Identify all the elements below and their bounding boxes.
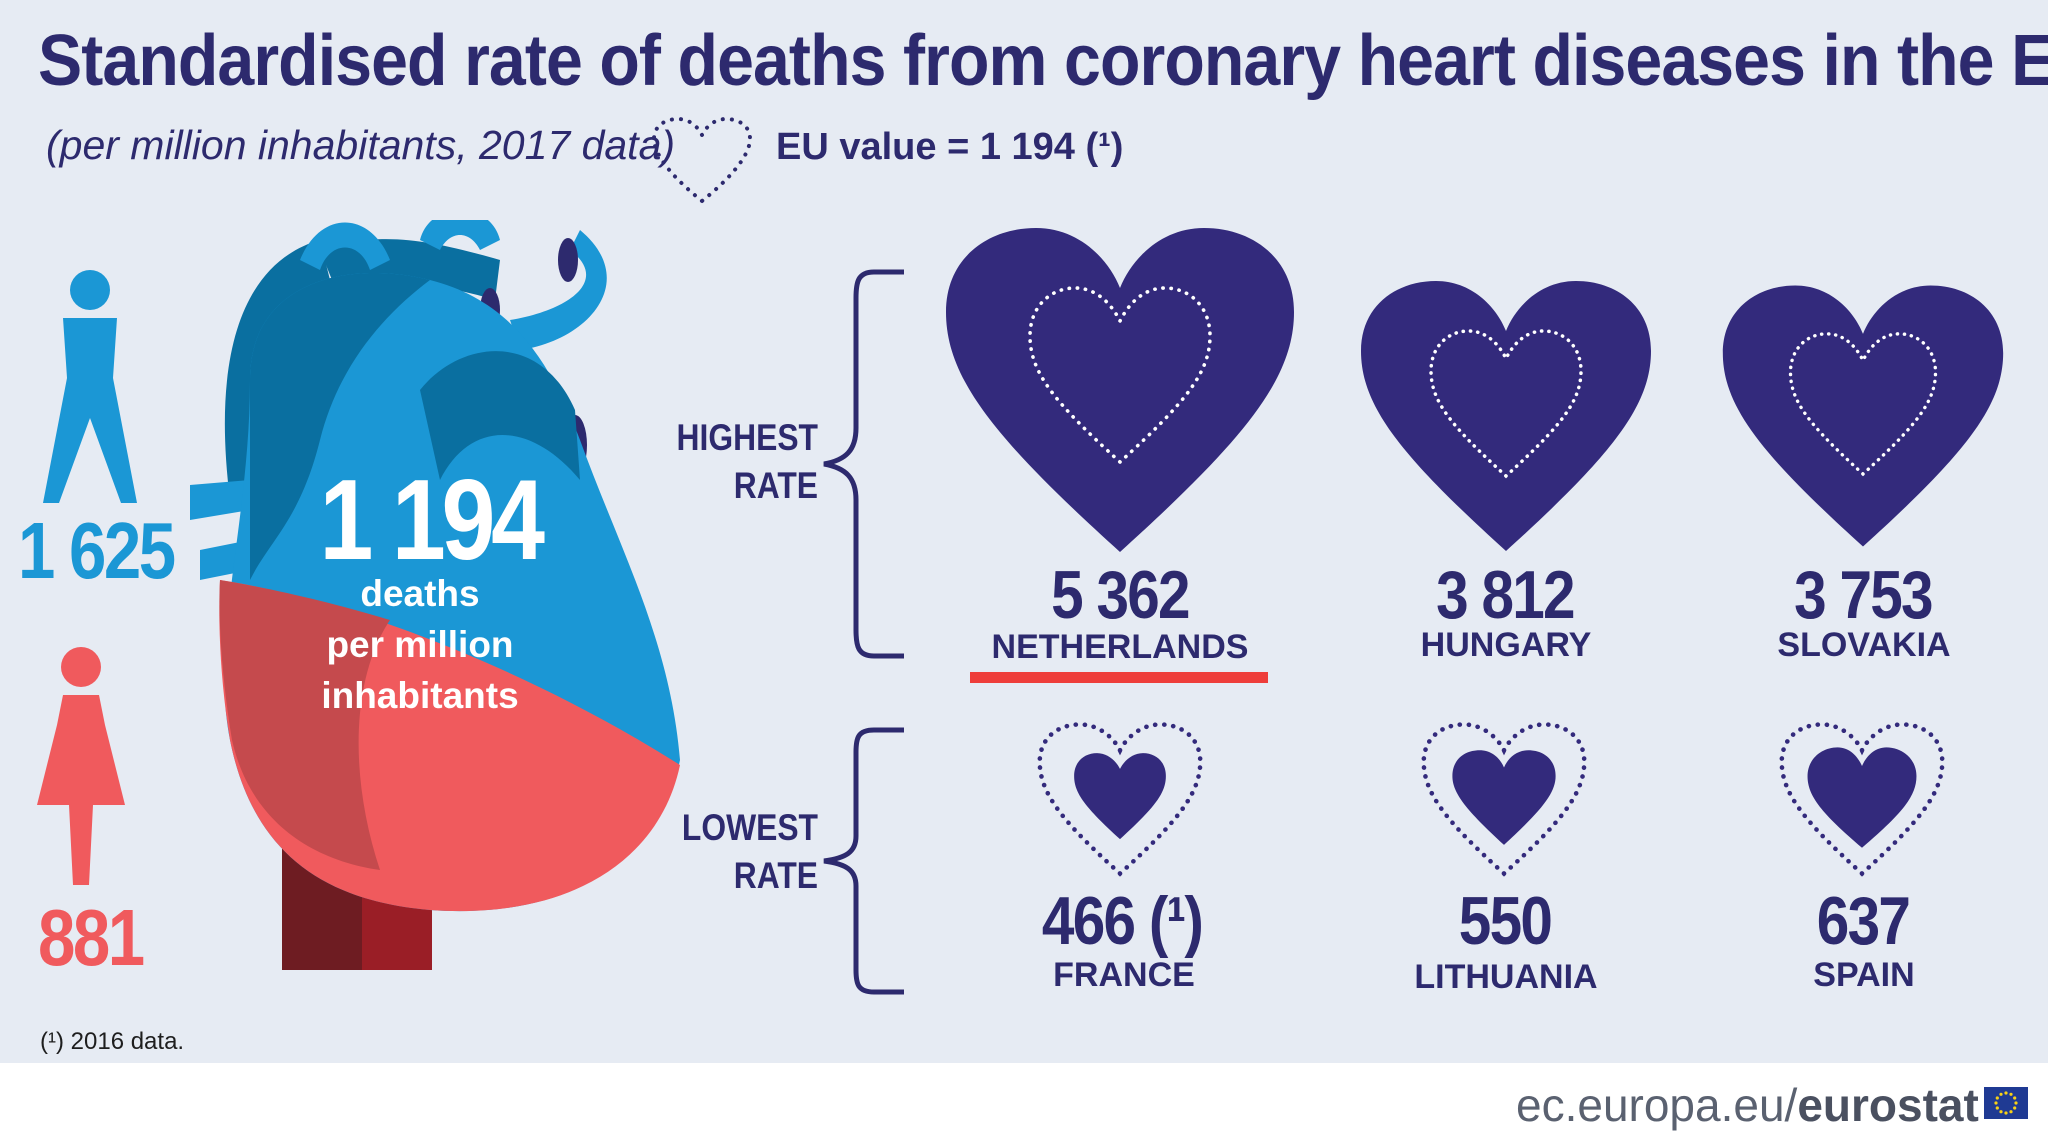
lowest-brace xyxy=(823,727,904,995)
country-spain: SPAIN xyxy=(1813,956,1915,994)
women-rate-value: 881 xyxy=(38,893,145,982)
eu-heart-value: 1 194 xyxy=(319,457,545,584)
value-netherlands: 5 362 xyxy=(1051,557,1190,633)
footnote: (¹) 2016 data. xyxy=(40,1028,185,1055)
woman-icon xyxy=(37,647,125,885)
anatomical-heart-illustration xyxy=(190,220,680,970)
heart-icon-spain xyxy=(1779,722,1945,877)
caption-line-2: per million xyxy=(326,624,514,665)
country-france: FRANCE xyxy=(1053,956,1195,994)
value-hungary: 3 812 xyxy=(1436,557,1575,633)
country-netherlands: NETHERLANDS xyxy=(991,628,1249,666)
heart-icon-hungary xyxy=(1361,281,1651,551)
page-title: Standardised rate of deaths from coronar… xyxy=(38,21,2048,101)
lowest-rate-label: LOWEST RATE xyxy=(646,804,818,900)
lowest-label-line-1: LOWEST xyxy=(681,807,818,848)
value-spain: 637 xyxy=(1816,883,1911,959)
caption-line-1: deaths xyxy=(360,573,480,614)
source-url[interactable]: ec.europa.eu/eurostat xyxy=(1516,1078,1979,1132)
url-prefix: ec.europa.eu/ xyxy=(1516,1079,1798,1131)
highest-brace xyxy=(823,269,904,659)
subtitle: (per million inhabitants, 2017 data) xyxy=(46,122,676,168)
value-slovakia: 3 753 xyxy=(1794,557,1933,633)
highest-rate-label: HIGHEST RATE xyxy=(646,414,818,510)
man-icon xyxy=(43,270,137,503)
highest-label-line-1: HIGHEST xyxy=(676,417,818,458)
eu-heart-caption: deaths per million inhabitants xyxy=(290,568,550,721)
caption-line-3: inhabitants xyxy=(321,675,519,716)
eu-value-heart-icon xyxy=(651,116,753,204)
value-france: 466 (¹) xyxy=(1041,883,1204,959)
lowest-label-line-2: RATE xyxy=(733,855,818,896)
country-lithuania: LITHUANIA xyxy=(1414,958,1598,996)
url-brand: eurostat xyxy=(1797,1079,1979,1131)
eu-value-label: EU value = 1 194 (¹) xyxy=(776,126,1124,168)
country-hungary: HUNGARY xyxy=(1420,626,1592,664)
netherlands-highlight-underline xyxy=(970,672,1268,683)
country-slovakia: SLOVAKIA xyxy=(1777,626,1951,664)
eu-flag-icon xyxy=(1984,1087,2028,1119)
men-rate-value: 1 625 xyxy=(18,506,176,595)
heart-icon-slovakia xyxy=(1722,285,2004,547)
heart-icon-lithuania xyxy=(1421,722,1587,877)
highest-label-line-2: RATE xyxy=(733,465,818,506)
heart-icon-netherlands xyxy=(946,228,1294,552)
heart-icon-france xyxy=(1037,722,1203,877)
value-lithuania: 550 xyxy=(1458,883,1553,959)
